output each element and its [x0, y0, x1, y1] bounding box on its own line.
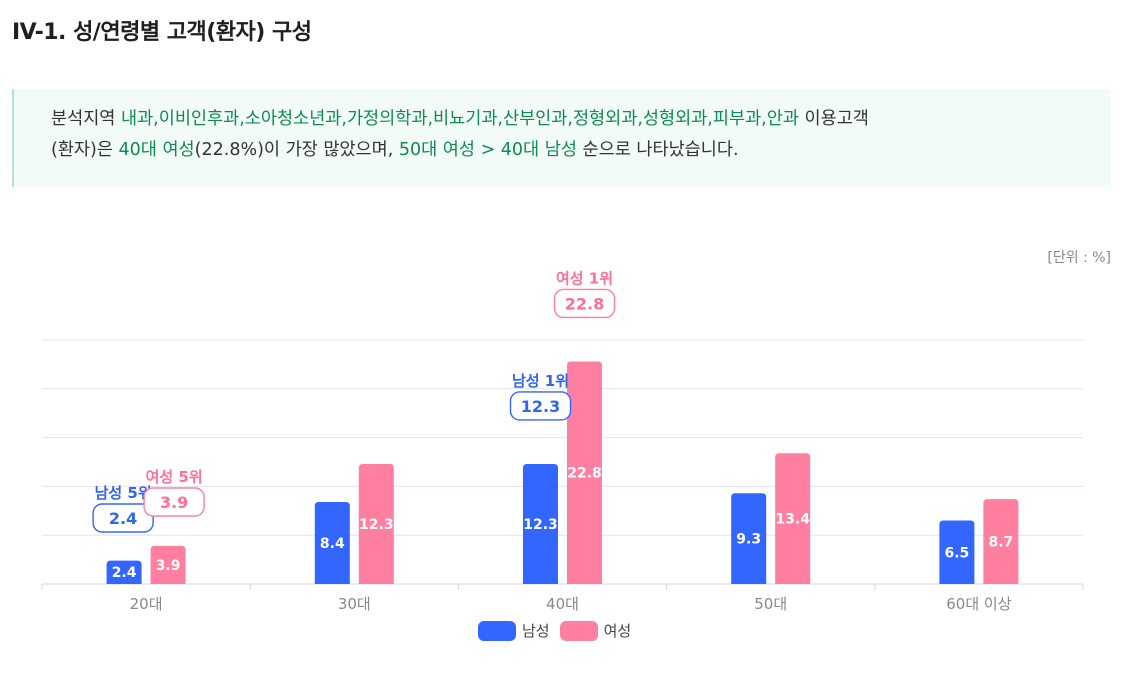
- bar-male: [106, 560, 142, 584]
- bar-male: [939, 520, 975, 584]
- legend-swatch-male: [478, 620, 516, 641]
- summary-ranking: 50대 여성 > 40대 남성: [398, 140, 577, 160]
- rank-label: 남성 1위: [512, 372, 569, 390]
- bar-female: [775, 453, 811, 584]
- data-label: 8.4: [320, 536, 345, 552]
- x-tick-label: 40대: [546, 595, 579, 613]
- rank-label: 여성 5위: [146, 468, 203, 486]
- x-tick-label: 60대 이상: [946, 595, 1011, 613]
- value-callout-box: [92, 503, 154, 533]
- data-label: 3.9: [156, 558, 181, 574]
- x-tick-label: 30대: [338, 595, 371, 613]
- data-label: 13.4: [775, 512, 810, 528]
- value-callout-text: 22.8: [565, 294, 604, 313]
- value-callout-box: [553, 288, 616, 319]
- rank-label: 남성 5위: [95, 484, 152, 502]
- bar-female: [567, 361, 602, 584]
- value-callout-text: 3.9: [160, 493, 188, 512]
- data-label: 22.8: [567, 466, 602, 482]
- x-tick-label: 20대: [130, 595, 163, 613]
- data-label: 6.5: [944, 545, 969, 561]
- data-label: 8.7: [988, 535, 1013, 551]
- legend-label-female: 여성: [603, 622, 632, 640]
- legend-item-male[interactable]: 남성: [478, 620, 550, 641]
- summary-text-4: (22.8%)이 가장 많았으며,: [194, 140, 399, 160]
- data-label: 9.3: [736, 532, 761, 548]
- unit-label: [단위 : %]: [1047, 250, 1111, 266]
- bar-female: [358, 463, 394, 584]
- summary-text-2: 이용고객: [798, 109, 869, 129]
- value-callout-text: 12.3: [521, 397, 560, 416]
- value-callout-box: [143, 487, 205, 517]
- rank-label: 여성 1위: [556, 269, 613, 287]
- page-title: IV-1. 성/연령별 고객(환자) 구성: [12, 20, 312, 45]
- summary-text-1: 분석지역: [51, 109, 121, 129]
- data-label: 2.4: [112, 565, 137, 581]
- value-callout-box: [509, 391, 572, 421]
- summary-text-3: (환자)은: [51, 140, 119, 160]
- data-label: 12.3: [523, 517, 558, 533]
- bar-female: [150, 545, 186, 584]
- summary-top-group: 40대 여성: [118, 140, 195, 160]
- legend-label-male: 남성: [522, 622, 550, 640]
- summary-text-5: 순으로 나타났습니다.: [576, 140, 739, 160]
- bar-male: [731, 493, 767, 584]
- summary-box: 분석지역 내과,이비인후과,소아청소년과,가정의학과,비뇨기과,산부인과,정형외…: [12, 89, 1111, 187]
- bar-male: [523, 463, 558, 584]
- summary-departments: 내과,이비인후과,소아청소년과,가정의학과,비뇨기과,산부인과,정형외과,성형외…: [120, 109, 799, 129]
- chart-legend: 남성 여성: [478, 620, 641, 641]
- bar-male: [314, 502, 350, 584]
- bar-female: [983, 499, 1019, 584]
- value-callout-text: 2.4: [109, 509, 137, 528]
- legend-item-female[interactable]: 여성: [559, 620, 632, 641]
- legend-swatch-female: [559, 620, 598, 641]
- data-label: 12.3: [359, 517, 394, 533]
- x-tick-label: 50대: [754, 595, 787, 613]
